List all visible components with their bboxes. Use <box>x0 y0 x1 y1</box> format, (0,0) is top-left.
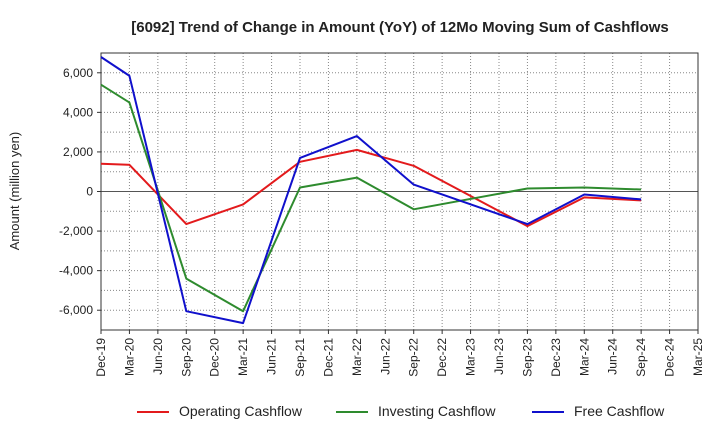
y-tick-label: 2,000 <box>63 145 93 159</box>
x-tick-label: Mar-24 <box>577 338 591 376</box>
x-tick-label: Sep-21 <box>293 338 307 377</box>
x-tick-label: Dec-21 <box>321 338 335 377</box>
x-tick-label: Jun-22 <box>378 338 392 375</box>
x-tick-label: Mar-21 <box>236 338 250 376</box>
x-tick-label: Jun-24 <box>606 338 620 375</box>
series-line-investing-cashflow <box>100 83 642 313</box>
series-lines <box>100 56 642 325</box>
y-tick-label: 0 <box>86 185 93 199</box>
y-tick-label: -2,000 <box>59 224 93 238</box>
x-tick-label: Sep-22 <box>407 338 421 377</box>
x-axis-ticks: Dec-19 Mar-20 Jun-20 Sep-20 Dec-20 Mar-21 Jun-… <box>94 330 705 377</box>
series-line-free-cashflow <box>100 56 642 325</box>
x-tick-label: Jun-23 <box>492 338 506 375</box>
x-tick-label: Dec-19 <box>94 338 108 377</box>
x-tick-label: Sep-24 <box>634 338 648 377</box>
y-tick-label: -4,000 <box>59 264 93 278</box>
x-tick-label: Dec-22 <box>435 338 449 377</box>
x-tick-label: Mar-22 <box>350 338 364 376</box>
y-tick-label: -6,000 <box>59 303 93 317</box>
x-tick-label: Mar-25 <box>691 338 705 376</box>
y-axis-label: Amount (million yen) <box>7 132 22 251</box>
y-axis-ticks: -6,000 -4,000 -2,000 0 2,000 4,000 6,000 <box>59 66 101 317</box>
x-tick-label: Dec-23 <box>549 338 563 377</box>
x-tick-label: Jun-21 <box>265 338 279 375</box>
legend: Operating Cashflow Investing Cashflow Free… <box>137 403 665 419</box>
x-tick-label: Sep-23 <box>520 338 534 377</box>
legend-label: Investing Cashflow <box>378 403 496 419</box>
x-tick-label: Sep-20 <box>179 338 193 377</box>
y-tick-label: 4,000 <box>63 105 93 119</box>
legend-label: Operating Cashflow <box>179 403 303 419</box>
chart-title: [6092] Trend of Change in Amount (YoY) o… <box>131 19 669 36</box>
x-tick-label: Dec-24 <box>663 338 677 377</box>
x-tick-label: Jun-20 <box>151 338 165 375</box>
x-tick-label: Mar-23 <box>464 338 478 376</box>
x-tick-label: Mar-20 <box>122 338 136 376</box>
x-tick-label: Dec-20 <box>208 338 222 377</box>
y-tick-label: 6,000 <box>63 66 93 80</box>
legend-label: Free Cashflow <box>574 403 665 419</box>
